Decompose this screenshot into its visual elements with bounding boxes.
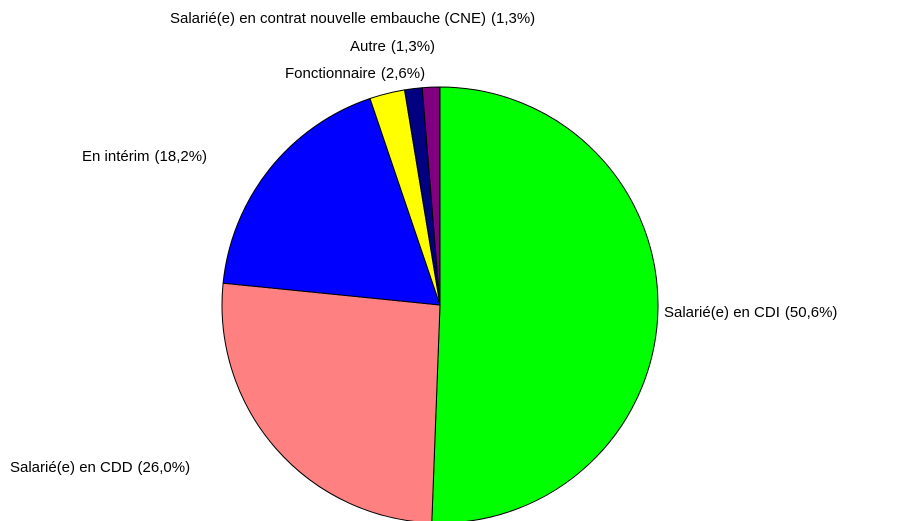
slice-label: Salarié(e) en CDD (26,0%) [10, 459, 190, 476]
value-label: (50,6%) [785, 304, 838, 321]
value-label: (26,0%) [138, 459, 191, 476]
category-label: Salarié(e) en CDI [664, 304, 780, 321]
pie-slice [221, 282, 441, 521]
category-label: Salarié(e) en CDD [10, 459, 133, 476]
category-label: Autre [350, 38, 386, 55]
slice-label: Salarié(e) en contrat nouvelle embauche … [170, 10, 535, 27]
category-label: En intérim [82, 148, 150, 165]
pie-slice [222, 97, 441, 306]
value-label: (1,3%) [391, 38, 435, 55]
category-label: Salarié(e) en contrat nouvelle embauche … [170, 10, 486, 27]
slice-label: Salarié(e) en CDI (50,6%) [664, 304, 837, 321]
slice-label: Fonctionnaire (2,6%) [285, 65, 425, 82]
pie-slice [431, 86, 659, 521]
slice-label: En intérim (18,2%) [82, 148, 207, 165]
value-label: (2,6%) [381, 65, 425, 82]
value-label: (18,2%) [155, 148, 208, 165]
slice-label: Autre (1,3%) [350, 38, 435, 55]
category-label: Fonctionnaire [285, 65, 376, 82]
value-label: (1,3%) [491, 10, 535, 27]
pie-slice [421, 86, 441, 306]
